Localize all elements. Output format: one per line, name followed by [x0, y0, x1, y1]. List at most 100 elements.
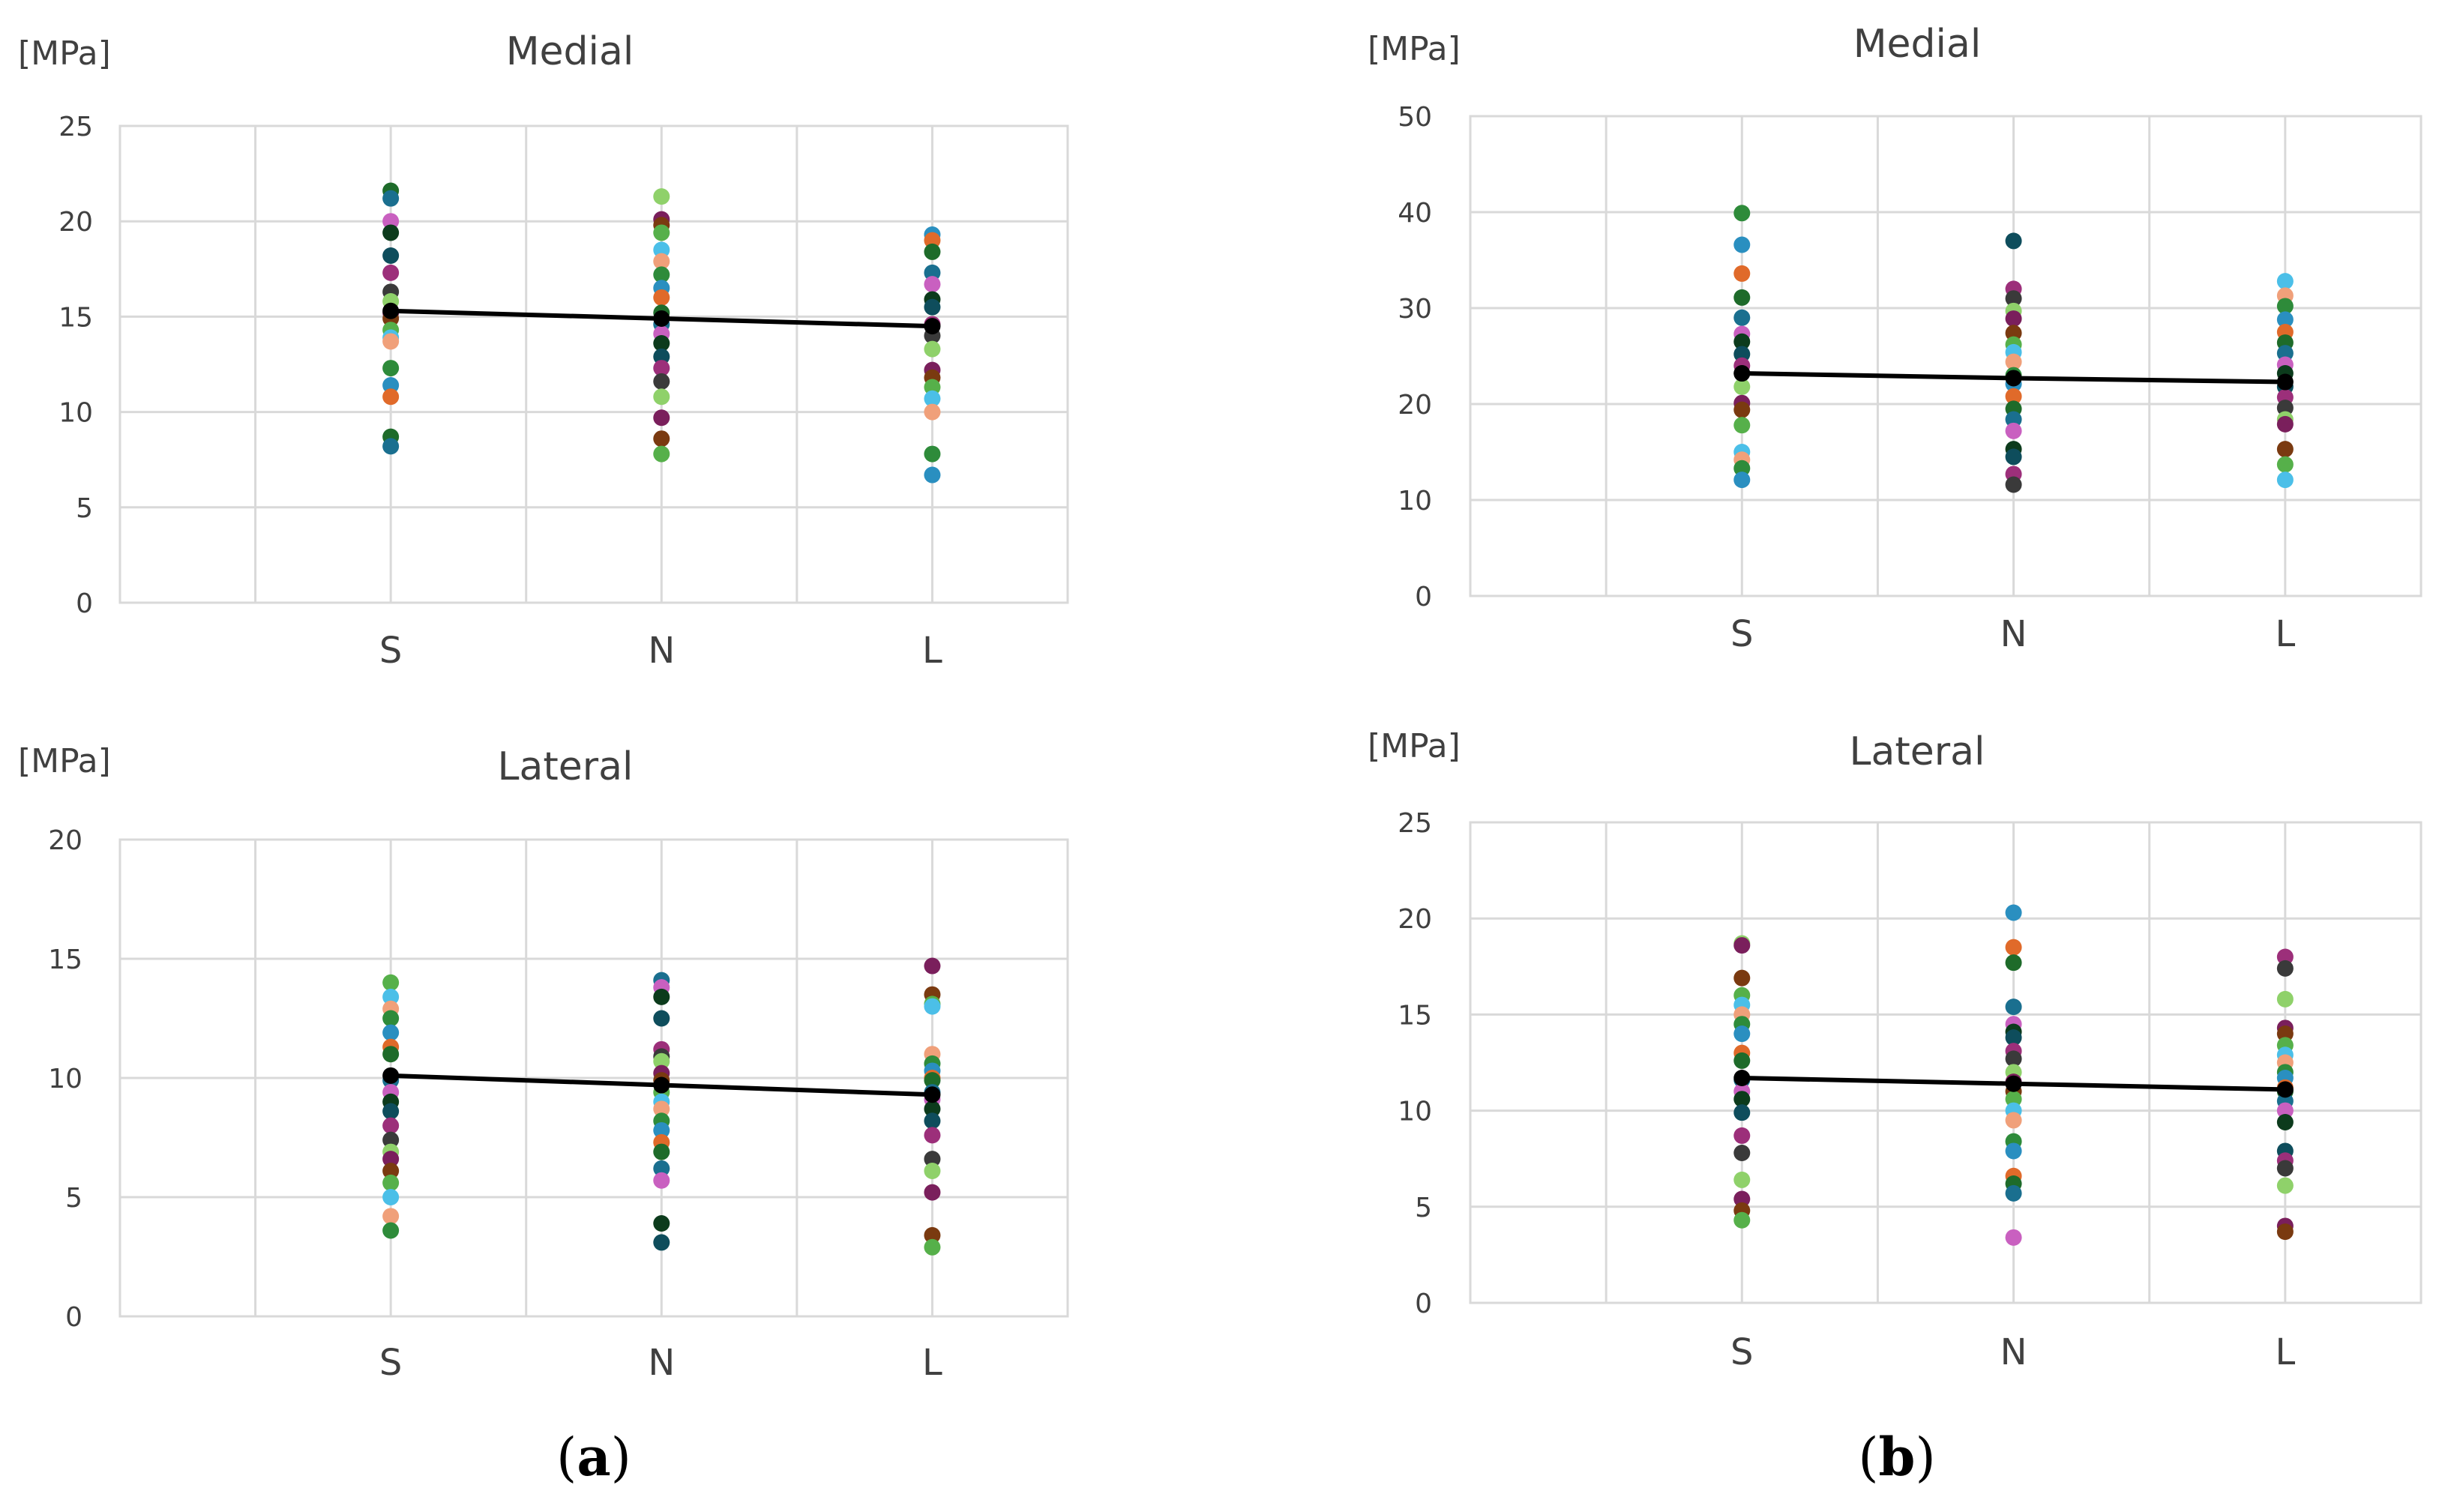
data-point — [2276, 472, 2294, 489]
data-point — [653, 1214, 670, 1232]
data-point — [1733, 1211, 1751, 1229]
data-point — [653, 241, 670, 259]
y-tick-label: 15 — [58, 302, 93, 333]
data-point — [924, 1072, 941, 1089]
y-tick-label: 5 — [76, 493, 93, 524]
unit-label: [MPa] — [1368, 30, 1461, 68]
data-point — [2276, 441, 2294, 458]
data-point — [924, 1151, 941, 1168]
panel-label-a-open: ( — [556, 1427, 577, 1488]
data-point — [2005, 411, 2022, 428]
y-tick-label: 20 — [1398, 904, 1432, 935]
y-tick-label: 5 — [65, 1183, 82, 1214]
mean-point — [1733, 365, 1751, 382]
data-point — [924, 466, 941, 484]
x-tick-label: N — [2000, 613, 2027, 655]
unit-label: [MPa] — [18, 34, 111, 73]
x-tick-label: L — [922, 630, 942, 672]
data-point — [653, 335, 670, 352]
data-point — [2276, 298, 2294, 315]
data-point — [1733, 1104, 1751, 1121]
data-point — [382, 360, 400, 377]
data-point — [924, 1163, 941, 1180]
data-point — [382, 1208, 400, 1225]
data-point — [2276, 1160, 2294, 1177]
data-point — [2005, 1112, 2022, 1129]
data-point — [653, 1143, 670, 1160]
x-tick-label: S — [379, 630, 402, 672]
x-tick-label: S — [1730, 1331, 1753, 1373]
data-point — [382, 333, 400, 350]
y-tick-label: 10 — [1398, 486, 1432, 516]
data-point — [2276, 1025, 2294, 1043]
data-point — [1733, 265, 1751, 282]
plot-frame — [1469, 821, 2423, 1304]
y-tick-label: 15 — [1398, 1000, 1432, 1031]
data-point — [1733, 378, 1751, 395]
data-point — [2005, 353, 2022, 370]
data-point — [924, 1238, 941, 1256]
data-point — [924, 379, 941, 396]
data-point — [653, 988, 670, 1005]
panel-label-a-close: ) — [611, 1427, 631, 1488]
data-point — [2005, 939, 2022, 956]
data-point — [1733, 1171, 1751, 1188]
data-point — [1733, 236, 1751, 253]
data-point — [1733, 472, 1751, 489]
x-tick-label: N — [2000, 1331, 2027, 1373]
data-point — [653, 1234, 670, 1251]
data-point — [1733, 460, 1751, 477]
plot-frame — [1469, 115, 2423, 597]
data-point — [1733, 969, 1751, 987]
mean-point — [382, 302, 400, 319]
mean-point — [924, 1086, 941, 1103]
chart-title: Lateral — [498, 744, 634, 789]
data-point — [382, 1117, 400, 1134]
data-point — [1733, 1091, 1751, 1108]
data-point — [382, 264, 400, 281]
data-point — [2005, 1050, 2022, 1067]
panel-label-b-letter: b — [1879, 1426, 1916, 1488]
data-point — [382, 438, 400, 455]
panel-label-a-letter: a — [577, 1426, 610, 1488]
data-point — [653, 188, 670, 205]
data-point — [924, 998, 941, 1015]
y-tick-label: 30 — [1398, 294, 1432, 325]
data-point — [382, 1046, 400, 1063]
y-tick-label: 10 — [48, 1064, 82, 1094]
y-tick-label: 0 — [65, 1302, 82, 1333]
y-tick-label: 40 — [1398, 198, 1432, 229]
data-point — [2276, 960, 2294, 977]
data-point — [2276, 400, 2294, 417]
data-point — [382, 190, 400, 207]
panel-label-a: (a) — [556, 1426, 631, 1488]
data-point — [2005, 1229, 2022, 1246]
data-point — [653, 409, 670, 427]
mean-point — [382, 1067, 400, 1084]
data-point — [653, 289, 670, 306]
data-point — [2005, 1142, 2022, 1160]
x-tick-label: L — [2275, 1331, 2295, 1373]
data-point — [382, 1174, 400, 1191]
data-point — [1733, 1025, 1751, 1043]
x-tick-label: S — [1730, 613, 1753, 655]
y-tick-label: 5 — [1415, 1193, 1432, 1223]
data-point — [653, 1100, 670, 1118]
data-point — [924, 243, 941, 260]
data-point — [1733, 1127, 1751, 1144]
data-point — [653, 1010, 670, 1027]
data-point — [924, 1112, 941, 1130]
data-point — [382, 1151, 400, 1168]
data-point — [924, 1100, 941, 1118]
plot-frame — [118, 838, 1069, 1318]
data-point — [2276, 1102, 2294, 1119]
data-point — [2276, 1113, 2294, 1130]
panel-label-b: (b) — [1858, 1426, 1936, 1488]
chart-medial-b: 0 10 20 30 40 50 Medial [MPa] S N L — [1368, 22, 2423, 655]
data-point — [1733, 1190, 1751, 1208]
data-point — [924, 340, 941, 358]
data-point — [382, 1222, 400, 1239]
data-point — [653, 1052, 670, 1070]
data-point — [924, 276, 941, 293]
data-point — [1733, 289, 1751, 306]
